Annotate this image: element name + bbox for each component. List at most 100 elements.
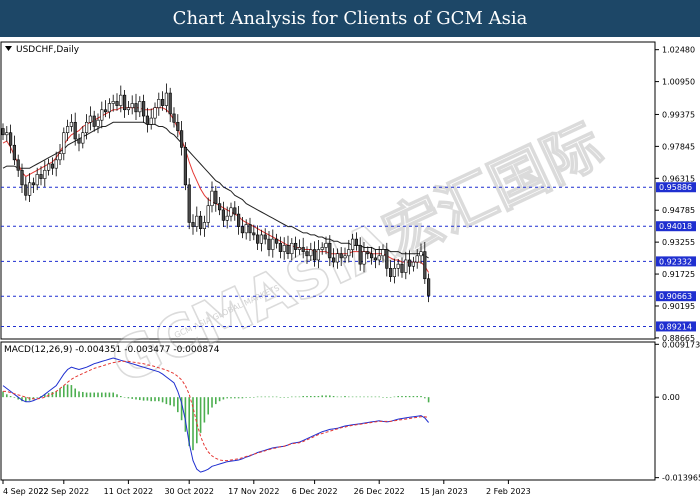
histogram-bar: [82, 391, 84, 398]
histogram-bar: [291, 396, 293, 398]
histogram-bar: [142, 397, 145, 401]
histogram-bar: [275, 396, 278, 398]
histogram-bar: [203, 397, 206, 423]
candle-body: [157, 99, 161, 108]
histogram-bar: [63, 385, 65, 398]
candle-body: [362, 251, 366, 265]
histogram-bar: [408, 396, 411, 398]
level-price-label: 0.90663: [659, 292, 692, 301]
candle-body: [377, 255, 381, 261]
histogram-bar: [25, 397, 27, 402]
candle-body: [77, 138, 81, 144]
histogram-bar: [32, 397, 35, 399]
candle-body: [210, 190, 214, 207]
histogram-bar: [237, 397, 240, 399]
level-price-tag: [656, 221, 696, 232]
histogram-bar: [256, 396, 259, 398]
histogram-bar: [382, 397, 384, 398]
candle-body: [290, 242, 294, 255]
candle-body: [50, 163, 54, 169]
histogram-bar: [329, 395, 331, 398]
histogram-bar: [158, 397, 160, 402]
candle-body: [81, 132, 85, 144]
price-tick-label: 1.00950: [662, 78, 695, 87]
candle-body: [404, 259, 408, 273]
macd-tick-label: 0.00: [662, 393, 680, 402]
histogram-bar: [36, 397, 38, 398]
candle-body: [149, 117, 153, 125]
time-tick-label: 30 Oct 2022: [164, 487, 213, 496]
candle-body: [350, 238, 355, 250]
histogram-bar: [253, 397, 255, 398]
histogram-bar: [44, 394, 46, 398]
histogram-bar: [272, 396, 274, 398]
candle-body: [339, 253, 343, 259]
chart-banner: Chart Analysis for Clients of GCM Asia: [0, 0, 700, 37]
histogram-bar: [169, 397, 171, 406]
candle-body: [199, 215, 203, 229]
candle-body: [27, 182, 32, 196]
histogram-bar: [344, 396, 346, 398]
histogram-bar: [9, 396, 12, 398]
time-tick-label: 4 Sep 2022: [3, 487, 49, 496]
candle-body: [271, 238, 275, 250]
histogram-bar: [234, 397, 236, 399]
histogram-bar: [287, 397, 289, 398]
histogram-bar: [104, 392, 107, 398]
candle-body: [320, 247, 324, 250]
candle-body: [96, 119, 100, 127]
histogram-bar: [85, 392, 88, 398]
candle-body: [400, 263, 404, 273]
candle-body: [107, 103, 111, 113]
macd-label: MACD(12,26,9) -0.004351 -0.003477 -0.000…: [4, 345, 220, 355]
candle-body: [240, 226, 245, 234]
histogram-bar: [112, 392, 114, 398]
level-price-label: 0.92332: [659, 257, 692, 266]
price-tick-label: 0.93255: [662, 238, 695, 247]
candle-body: [119, 94, 123, 106]
candle-body: [183, 147, 188, 186]
candle-body: [233, 207, 237, 215]
level-price-tag: [656, 256, 696, 267]
histogram-bar: [226, 397, 228, 399]
candlestick-series: [1, 83, 431, 303]
histogram-bar: [302, 396, 304, 398]
histogram-bar: [6, 394, 8, 398]
histogram-bar: [363, 396, 365, 398]
candle-body: [24, 184, 28, 196]
candle-body: [16, 159, 20, 171]
histogram-bar: [161, 397, 164, 403]
candle-body: [419, 251, 423, 257]
candle-body: [316, 249, 321, 261]
candle-body: [176, 121, 180, 131]
candle-body: [255, 234, 260, 244]
histogram-bar: [321, 395, 323, 398]
candle-body: [407, 259, 412, 267]
candle-body: [218, 203, 222, 211]
histogram-bar: [268, 396, 270, 398]
histogram-bar: [264, 396, 266, 398]
macd-tick-label: 0.009173: [662, 340, 700, 349]
price-tick-label: 0.96315: [662, 174, 695, 183]
histogram-bar: [405, 396, 407, 398]
histogram-bar: [427, 397, 430, 403]
price-tick-label: 0.94785: [662, 206, 695, 215]
candle-body: [373, 257, 378, 261]
candle-body: [69, 121, 73, 127]
candle-body: [274, 238, 279, 244]
histogram-bar: [116, 394, 118, 398]
time-tick-label: 22 Sep 2022: [38, 487, 89, 496]
price-tick-label: 0.97845: [662, 142, 695, 151]
histogram-bar: [89, 392, 92, 398]
time-tick-label: 15 Jan 2023: [420, 487, 468, 496]
histogram-bar: [131, 397, 133, 399]
symbol-dropdown-icon[interactable]: [5, 46, 12, 51]
candle-body: [31, 182, 35, 186]
symbol-label: USDCHF,Daily: [16, 45, 80, 55]
candle-body: [415, 255, 419, 263]
candle-body: [20, 169, 24, 186]
histogram-bar: [325, 395, 327, 398]
candle-body: [388, 268, 393, 277]
histogram-bar: [74, 388, 76, 398]
